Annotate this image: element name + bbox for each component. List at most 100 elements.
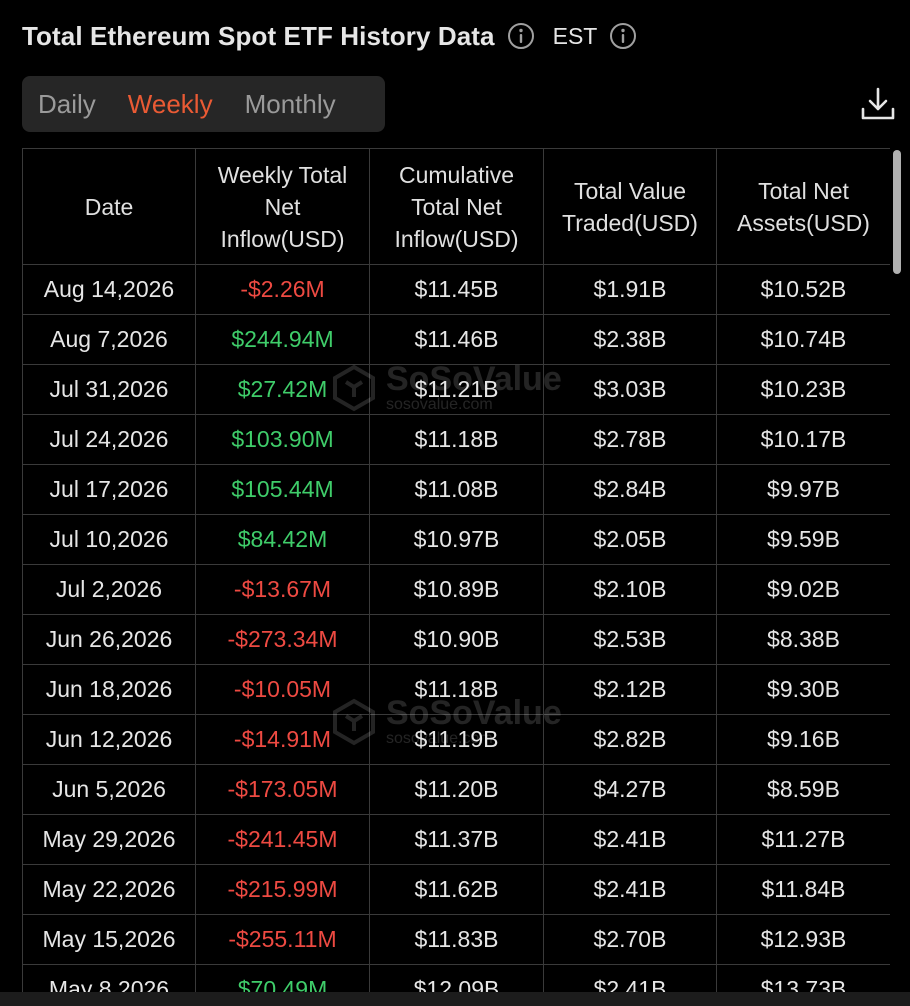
cell-net-assets: $11.27B: [716, 814, 890, 865]
cell-net-assets: $9.30B: [716, 664, 890, 715]
table-row: May 22,2026 -$215.99M $11.62B $2.41B $11.84B: [22, 864, 890, 915]
cell-cumulative-inflow: $10.89B: [369, 564, 544, 615]
timezone-info-icon[interactable]: [609, 22, 637, 50]
table-row: Jul 31,2026 $27.42M $11.21B $3.03B $10.23B: [22, 364, 890, 415]
cell-cumulative-inflow: $11.08B: [369, 464, 544, 515]
tab-daily[interactable]: Daily: [38, 88, 96, 119]
cell-cumulative-inflow: $11.18B: [369, 414, 544, 465]
cell-weekly-inflow: -$2.26M: [195, 264, 370, 315]
timezone-label: EST: [552, 22, 598, 49]
cell-value-traded: $2.12B: [543, 664, 717, 715]
table-row: Jul 2,2026 -$13.67M $10.89B $2.10B $9.02B: [22, 564, 890, 615]
cell-net-assets: $9.16B: [716, 714, 890, 765]
cell-cumulative-inflow: $12.09B: [369, 964, 544, 992]
cell-cumulative-inflow: $10.90B: [369, 614, 544, 665]
cell-net-assets: $8.38B: [716, 614, 890, 665]
history-table-container[interactable]: Date Weekly Total Net Inflow(USD) Cumula…: [22, 148, 890, 992]
cell-date: Jul 24,2026: [22, 414, 196, 465]
cell-cumulative-inflow: $11.62B: [369, 864, 544, 915]
cell-date: Aug 14,2026: [22, 264, 196, 315]
table-row: Jun 18,2026 -$10.05M $11.18B $2.12B $9.30B: [22, 664, 890, 715]
cell-value-traded: $2.41B: [543, 814, 717, 865]
table-row: Jul 24,2026 $103.90M $11.18B $2.78B $10.17B: [22, 414, 890, 465]
cell-net-assets: $12.93B: [716, 914, 890, 965]
title-info-icon[interactable]: [507, 22, 535, 50]
cell-cumulative-inflow: $11.21B: [369, 364, 544, 415]
table-row: Jun 12,2026 -$14.91M $11.19B $2.82B $9.16B: [22, 714, 890, 765]
cell-weekly-inflow: -$255.11M: [195, 914, 370, 965]
tab-monthly[interactable]: Monthly: [244, 88, 336, 119]
column-header-net-assets: Total Net Assets(USD): [716, 148, 890, 265]
cell-net-assets: $13.73B: [716, 964, 890, 992]
cell-net-assets: $10.74B: [716, 314, 890, 365]
table-row: May 15,2026 -$255.11M $11.83B $2.70B $12.93B: [22, 914, 890, 965]
cell-value-traded: $2.41B: [543, 964, 717, 992]
table-row: Aug 14,2026 -$2.26M $11.45B $1.91B $10.52B: [22, 264, 890, 315]
cell-cumulative-inflow: $10.97B: [369, 514, 544, 565]
table-row: Jun 26,2026 -$273.34M $10.90B $2.53B $8.38B: [22, 614, 890, 665]
cell-value-traded: $2.10B: [543, 564, 717, 615]
cell-value-traded: $1.91B: [543, 264, 717, 315]
cell-net-assets: $10.52B: [716, 264, 890, 315]
cell-date: Jun 5,2026: [22, 764, 196, 815]
cell-date: May 22,2026: [22, 864, 196, 915]
cell-cumulative-inflow: $11.46B: [369, 314, 544, 365]
cell-weekly-inflow: $244.94M: [195, 314, 370, 365]
table-row: May 29,2026 -$241.45M $11.37B $2.41B $11.27B: [22, 814, 890, 865]
cell-value-traded: $2.53B: [543, 614, 717, 665]
download-button[interactable]: [858, 84, 898, 124]
cell-cumulative-inflow: $11.19B: [369, 714, 544, 765]
header: Total Ethereum Spot ETF History Data EST: [22, 14, 637, 58]
table-row: Jul 17,2026 $105.44M $11.08B $2.84B $9.97B: [22, 464, 890, 515]
cell-date: Jul 2,2026: [22, 564, 196, 615]
cell-date: Jul 10,2026: [22, 514, 196, 565]
cell-date: May 15,2026: [22, 914, 196, 965]
cell-weekly-inflow: -$215.99M: [195, 864, 370, 915]
cell-date: Jun 18,2026: [22, 664, 196, 715]
cell-weekly-inflow: $103.90M: [195, 414, 370, 465]
cell-cumulative-inflow: $11.37B: [369, 814, 544, 865]
cell-net-assets: $9.97B: [716, 464, 890, 515]
cell-cumulative-inflow: $11.20B: [369, 764, 544, 815]
table-body: Aug 14,2026 -$2.26M $11.45B $1.91B $10.52B Au…: [22, 264, 890, 992]
cell-net-assets: $9.02B: [716, 564, 890, 615]
period-tabs: Daily Weekly Monthly: [22, 76, 385, 132]
cell-value-traded: $3.03B: [543, 364, 717, 415]
cell-date: Jul 17,2026: [22, 464, 196, 515]
cell-cumulative-inflow: $11.83B: [369, 914, 544, 965]
tab-weekly[interactable]: Weekly: [127, 88, 213, 119]
cell-net-assets: $10.17B: [716, 414, 890, 465]
table-header-row: Date Weekly Total Net Inflow(USD) Cumula…: [22, 148, 890, 265]
cell-net-assets: $11.84B: [716, 864, 890, 915]
cell-value-traded: $2.38B: [543, 314, 717, 365]
table-scrollbar[interactable]: [890, 150, 904, 992]
cell-date: May 8,2026: [22, 964, 196, 992]
cell-date: May 29,2026: [22, 814, 196, 865]
cell-weekly-inflow: $105.44M: [195, 464, 370, 515]
cell-value-traded: $2.70B: [543, 914, 717, 965]
scrollbar-thumb[interactable]: [893, 150, 901, 274]
cell-value-traded: $2.84B: [543, 464, 717, 515]
cell-date: Aug 7,2026: [22, 314, 196, 365]
table-row: Jul 10,2026 $84.42M $10.97B $2.05B $9.59B: [22, 514, 890, 565]
cell-value-traded: $4.27B: [543, 764, 717, 815]
cell-weekly-inflow: -$10.05M: [195, 664, 370, 715]
cell-net-assets: $10.23B: [716, 364, 890, 415]
cell-weekly-inflow: -$13.67M: [195, 564, 370, 615]
bottom-scroll-edge: [0, 992, 910, 1006]
cell-cumulative-inflow: $11.18B: [369, 664, 544, 715]
cell-cumulative-inflow: $11.45B: [369, 264, 544, 315]
table-row: Aug 7,2026 $244.94M $11.46B $2.38B $10.74B: [22, 314, 890, 365]
page-title: Total Ethereum Spot ETF History Data: [22, 20, 495, 51]
column-header-value-traded: Total Value Traded(USD): [543, 148, 717, 265]
cell-value-traded: $2.82B: [543, 714, 717, 765]
cell-date: Jul 31,2026: [22, 364, 196, 415]
column-header-cumulative-inflow: Cumulative Total Net Inflow(USD): [369, 148, 544, 265]
cell-weekly-inflow: -$14.91M: [195, 714, 370, 765]
column-header-date: Date: [22, 148, 196, 265]
column-header-weekly-inflow: Weekly Total Net Inflow(USD): [195, 148, 370, 265]
cell-weekly-inflow: -$241.45M: [195, 814, 370, 865]
cell-date: Jun 26,2026: [22, 614, 196, 665]
cell-net-assets: $9.59B: [716, 514, 890, 565]
